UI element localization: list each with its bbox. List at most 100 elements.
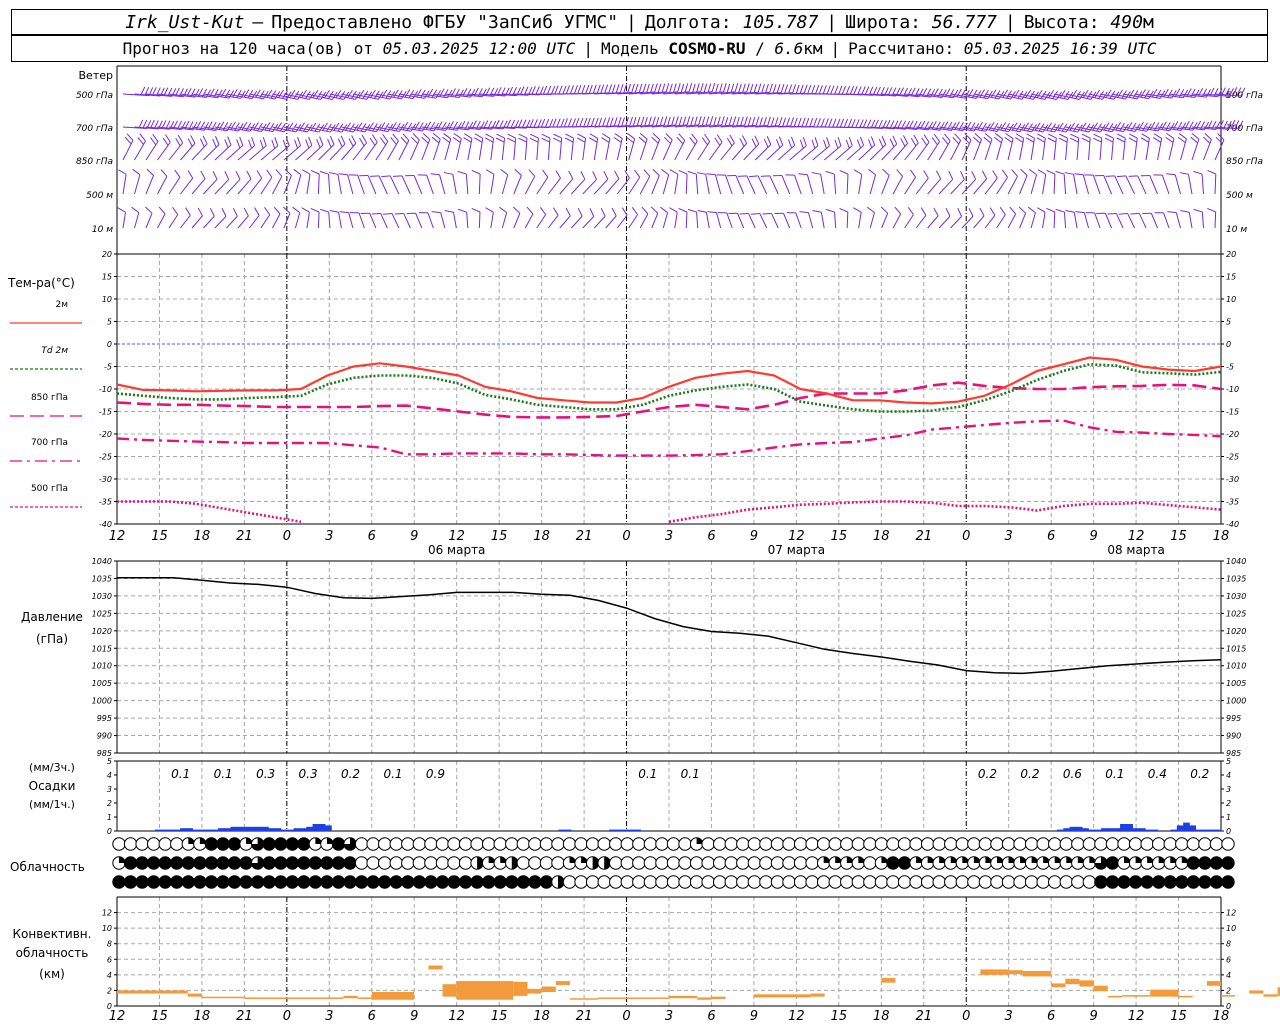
wind-barb-flag	[973, 136, 981, 144]
wind-barb-flag	[560, 118, 565, 128]
precip-bar	[281, 829, 288, 831]
cloud-icon-fill	[604, 856, 611, 870]
wind-barb-flag	[132, 168, 141, 176]
wind-barb-flag	[1117, 89, 1123, 98]
wind-barb-flag	[688, 82, 693, 92]
cloud-icon-circle	[274, 837, 288, 851]
wind-barb-flag	[581, 84, 586, 94]
wind-barb-flag	[537, 119, 542, 129]
wind-barb-flag	[431, 89, 438, 98]
convective-tick-label-left: 4	[107, 971, 112, 980]
wind-barb	[1150, 213, 1158, 229]
cloud-icon	[759, 875, 773, 889]
wind-barb-flag	[1071, 90, 1078, 99]
temp-tick-label-right: -10	[1226, 385, 1239, 394]
wind-barb	[237, 93, 264, 100]
wind-barb-flag	[1075, 211, 1085, 214]
wind-barb-flag	[1193, 208, 1203, 213]
cloud-icon-circle	[262, 856, 276, 870]
cloud-icon	[1175, 875, 1189, 889]
cloud-icon	[424, 837, 438, 851]
pressure-tick-label-left: 1035	[92, 574, 112, 583]
wind-barb-flag	[381, 89, 388, 98]
wind-barb-flag	[723, 83, 727, 92]
cloud-icon	[262, 856, 276, 870]
wind-barb	[294, 174, 302, 195]
cloud-icon	[354, 837, 369, 851]
cloud-icon	[435, 837, 450, 851]
cloud-icon-circle	[146, 875, 161, 889]
pressure-tick-label-right: 995	[1226, 714, 1241, 723]
time-tick-label-bottom: 3	[325, 1009, 333, 1024]
temp-tick-label-right: -15	[1226, 408, 1239, 417]
cloud-icon	[343, 875, 357, 889]
cloud-icon-circle	[123, 837, 138, 851]
cloud-icon	[666, 875, 681, 889]
cloud-icon-circle	[713, 837, 727, 851]
cloud-icon-circle	[401, 837, 415, 851]
wind-barb	[616, 177, 630, 195]
precip-3h-label: 0.1	[171, 767, 190, 781]
wind-barb	[1019, 212, 1027, 229]
cloud-icon	[643, 856, 658, 870]
convective-bar	[569, 998, 599, 1000]
wind-barb-flag	[354, 91, 361, 100]
wind-barb	[709, 91, 736, 95]
wind-barb	[467, 126, 492, 130]
wind-barb	[1030, 212, 1036, 229]
wind-barb-flag	[340, 135, 346, 145]
wind-barb	[927, 178, 942, 195]
convective-bar	[1051, 983, 1066, 988]
cloud-icon	[181, 837, 196, 851]
wind-barb-flag	[894, 206, 902, 215]
precip-3h-label: 0.3	[299, 767, 318, 781]
cloud-icon	[990, 837, 1004, 851]
cloud-icon	[250, 837, 265, 851]
wind-barb-flag	[471, 169, 481, 175]
wind-barb-flag	[1238, 120, 1244, 130]
cloud-icon	[193, 856, 207, 870]
cloud-icon-circle	[562, 875, 577, 889]
cloud-icon	[886, 875, 900, 889]
wind-barb	[1203, 93, 1230, 97]
wind-barb-flag	[266, 89, 273, 98]
wind-barb-flag	[1029, 90, 1035, 99]
wind-barb-flag	[1067, 91, 1074, 100]
wind-barb-flag	[474, 133, 483, 139]
cloud-icon	[1071, 875, 1085, 889]
wind-barb-flag	[803, 84, 808, 94]
wind-barb	[398, 126, 423, 132]
wind-barb-flag	[160, 169, 168, 177]
wind-barb-flag	[721, 116, 725, 126]
cloud-icon-circle	[874, 837, 889, 851]
wind-barb-flag	[1103, 122, 1110, 131]
wind-barb-flag	[782, 117, 787, 127]
precip-bar	[249, 826, 257, 831]
wind-barb	[294, 212, 301, 229]
precip-bar	[1151, 829, 1159, 831]
wind-barb-flag	[406, 122, 413, 131]
wind-barb	[271, 176, 283, 195]
wind-barb-flag	[769, 83, 773, 93]
convective-tick-label-left: 10	[102, 924, 112, 933]
wind-barb-flag	[245, 122, 252, 131]
cloud-icon-circle	[620, 875, 634, 889]
precip-bar	[186, 828, 194, 831]
wind-barb-flag	[529, 119, 534, 128]
wind-barb	[191, 143, 208, 161]
wind-barb	[283, 212, 291, 229]
cloud-icon-circle	[990, 837, 1004, 851]
cloud-icon	[724, 875, 738, 889]
precip-bar	[1202, 829, 1209, 831]
wind-barb-flag	[341, 124, 348, 133]
cloud-icon	[1117, 875, 1131, 889]
cloud-icon-circle	[447, 856, 461, 870]
wind-barb	[134, 140, 146, 161]
wind-barb-flag	[1015, 133, 1024, 139]
wind-barb-flag	[881, 136, 887, 145]
cloud-icon	[435, 875, 450, 889]
wind-barb-flag	[264, 207, 271, 215]
precip-unit-1h: (мм/1ч.)	[29, 798, 75, 811]
wind-barb	[226, 178, 241, 195]
